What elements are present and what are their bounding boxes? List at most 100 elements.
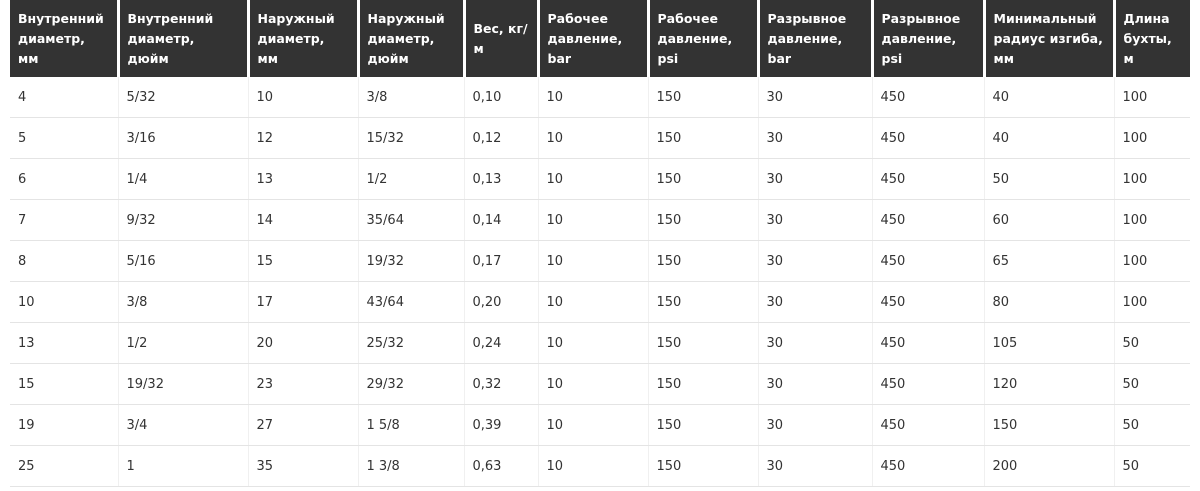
table-cell: 100 xyxy=(1114,158,1190,200)
table-cell: 0,10 xyxy=(464,77,539,118)
table-cell: 100 xyxy=(1114,117,1190,159)
table-cell: 10 xyxy=(538,322,649,364)
table-cell: 1 3/8 xyxy=(358,445,465,487)
table-cell: 450 xyxy=(872,240,985,282)
table-cell: 1/4 xyxy=(118,158,249,200)
table-cell: 450 xyxy=(872,404,985,446)
table-cell: 100 xyxy=(1114,77,1190,118)
table-cell: 0,63 xyxy=(464,445,539,487)
table-cell: 10 xyxy=(538,240,649,282)
table-cell: 100 xyxy=(1114,281,1190,323)
table-cell: 450 xyxy=(872,158,985,200)
table-cell: 0,17 xyxy=(464,240,539,282)
table-cell: 150 xyxy=(648,240,759,282)
table-cell: 60 xyxy=(984,199,1115,241)
table-cell: 0,12 xyxy=(464,117,539,159)
table-cell: 4 xyxy=(10,77,119,118)
table-cell: 10 xyxy=(538,117,649,159)
table-cell: 20 xyxy=(248,322,359,364)
table-row: 25 1 35 1 3/8 0,63 10 150 30 450 200 50 xyxy=(10,445,1190,487)
table-cell: 23 xyxy=(248,363,359,405)
table-cell: 150 xyxy=(648,363,759,405)
table-cell: 30 xyxy=(758,363,873,405)
table-cell: 80 xyxy=(984,281,1115,323)
table-cell: 6 xyxy=(10,158,119,200)
table-row: 15 19/32 23 29/32 0,32 10 150 30 450 120 50 xyxy=(10,363,1190,405)
table-cell: 27 xyxy=(248,404,359,446)
table-cell: 150 xyxy=(648,199,759,241)
table-cell: 0,13 xyxy=(464,158,539,200)
table-row: 19 3/4 27 1 5/8 0,39 10 150 30 450 150 50 xyxy=(10,404,1190,446)
header-cell: Наружный диаметр, мм xyxy=(248,0,360,77)
table-cell: 30 xyxy=(758,77,873,118)
table-cell: 14 xyxy=(248,199,359,241)
table-cell: 50 xyxy=(1114,445,1190,487)
table-cell: 105 xyxy=(984,322,1115,364)
table-cell: 10 xyxy=(538,404,649,446)
table-cell: 150 xyxy=(648,117,759,159)
table-cell: 3/4 xyxy=(118,404,249,446)
table-cell: 30 xyxy=(758,404,873,446)
table-cell: 35 xyxy=(248,445,359,487)
table-cell: 150 xyxy=(648,445,759,487)
table-cell: 1 xyxy=(118,445,249,487)
table-cell: 29/32 xyxy=(358,363,465,405)
table-cell: 120 xyxy=(984,363,1115,405)
table-cell: 13 xyxy=(248,158,359,200)
table-cell: 0,24 xyxy=(464,322,539,364)
table-cell: 5/16 xyxy=(118,240,249,282)
table-cell: 25 xyxy=(10,445,119,487)
table-cell: 450 xyxy=(872,281,985,323)
table-cell: 50 xyxy=(1114,322,1190,364)
table-row: 7 9/32 14 35/64 0,14 10 150 30 450 60 100 xyxy=(10,199,1190,241)
table-cell: 1 5/8 xyxy=(358,404,465,446)
table-cell: 12 xyxy=(248,117,359,159)
table-cell: 13 xyxy=(10,322,119,364)
table-cell: 30 xyxy=(758,117,873,159)
table-cell: 450 xyxy=(872,77,985,118)
table-cell: 30 xyxy=(758,199,873,241)
header-cell: Внутренний диаметр, мм xyxy=(10,0,120,77)
header-cell: Рабочее давление, psi xyxy=(648,0,760,77)
table-row: 8 5/16 15 19/32 0,17 10 150 30 450 65 100 xyxy=(10,240,1190,282)
table-cell: 40 xyxy=(984,117,1115,159)
table-cell: 10 xyxy=(248,77,359,118)
table-row: 10 3/8 17 43/64 0,20 10 150 30 450 80 100 xyxy=(10,281,1190,323)
header-cell: Разрывное давление, psi xyxy=(872,0,986,77)
table-cell: 10 xyxy=(538,281,649,323)
table-cell: 0,20 xyxy=(464,281,539,323)
table-cell: 3/8 xyxy=(118,281,249,323)
table-cell: 50 xyxy=(1114,404,1190,446)
table-cell: 150 xyxy=(648,404,759,446)
table-cell: 3/16 xyxy=(118,117,249,159)
table-cell: 10 xyxy=(538,199,649,241)
table-cell: 5/32 xyxy=(118,77,249,118)
table-cell: 30 xyxy=(758,240,873,282)
table-cell: 25/32 xyxy=(358,322,465,364)
table-cell: 15 xyxy=(10,363,119,405)
table-cell: 150 xyxy=(648,281,759,323)
table-cell: 10 xyxy=(538,77,649,118)
table-cell: 0,39 xyxy=(464,404,539,446)
table-cell: 0,32 xyxy=(464,363,539,405)
table-cell: 150 xyxy=(984,404,1115,446)
table-cell: 19/32 xyxy=(358,240,465,282)
table-cell: 450 xyxy=(872,199,985,241)
header-cell: Рабочее давление, bar xyxy=(538,0,650,77)
table-cell: 10 xyxy=(10,281,119,323)
table-cell: 30 xyxy=(758,445,873,487)
table-cell: 30 xyxy=(758,158,873,200)
table-cell: 100 xyxy=(1114,199,1190,241)
table-cell: 40 xyxy=(984,77,1115,118)
table-cell: 450 xyxy=(872,117,985,159)
table-cell: 19 xyxy=(10,404,119,446)
table-cell: 19/32 xyxy=(118,363,249,405)
table-cell: 15 xyxy=(248,240,359,282)
table-cell: 65 xyxy=(984,240,1115,282)
header-row: Внутренний диаметр, мм Внутренний диаметр… xyxy=(10,0,1190,77)
header-cell: Наружный диаметр, дюйм xyxy=(358,0,466,77)
table-cell: 3/8 xyxy=(358,77,465,118)
table-cell: 43/64 xyxy=(358,281,465,323)
table-cell: 50 xyxy=(984,158,1115,200)
header-cell: Внутренний диаметр, дюйм xyxy=(118,0,250,77)
